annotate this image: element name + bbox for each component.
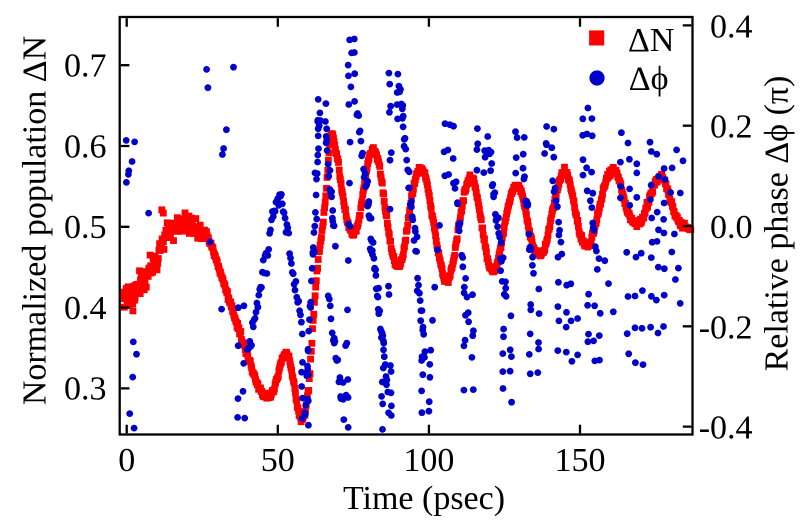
svg-text:Time (psec): Time (psec) (343, 480, 505, 517)
svg-text:0.3: 0.3 (64, 371, 107, 408)
svg-text:0.4: 0.4 (64, 290, 107, 327)
svg-text:ΔN: ΔN (628, 22, 674, 59)
svg-text:0.7: 0.7 (64, 48, 107, 85)
svg-text:0: 0 (118, 442, 135, 479)
svg-text:-0.4: -0.4 (699, 410, 753, 447)
svg-text:50: 50 (261, 442, 295, 479)
svg-text:0.0: 0.0 (710, 209, 753, 246)
svg-text:100: 100 (403, 442, 454, 479)
svg-text:0.5: 0.5 (64, 209, 107, 246)
svg-text:-0.2: -0.2 (699, 309, 753, 346)
svg-text:Relative phase Δϕ (π): Relative phase Δϕ (π) (759, 76, 796, 372)
svg-text:Normalized population ΔN: Normalized population ΔN (17, 36, 54, 405)
svg-text:Δϕ: Δϕ (629, 61, 669, 98)
svg-text:0.2: 0.2 (710, 109, 753, 146)
svg-text:150: 150 (555, 442, 606, 479)
svg-text:0.4: 0.4 (710, 8, 753, 45)
svg-text:0.6: 0.6 (64, 128, 107, 165)
